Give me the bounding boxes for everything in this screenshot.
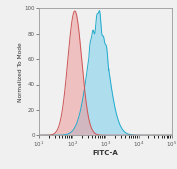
X-axis label: FITC-A: FITC-A [92, 150, 118, 156]
Y-axis label: Normalized To Mode: Normalized To Mode [18, 42, 23, 102]
